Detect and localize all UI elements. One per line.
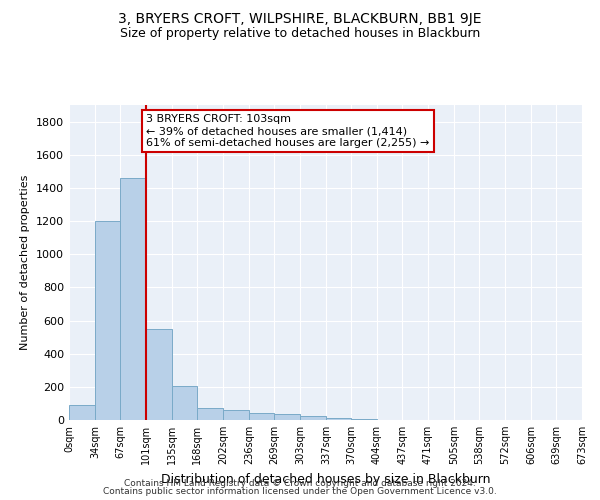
Text: Size of property relative to detached houses in Blackburn: Size of property relative to detached ho…: [120, 28, 480, 40]
Text: 3, BRYERS CROFT, WILPSHIRE, BLACKBURN, BB1 9JE: 3, BRYERS CROFT, WILPSHIRE, BLACKBURN, B…: [118, 12, 482, 26]
Y-axis label: Number of detached properties: Number of detached properties: [20, 175, 31, 350]
Text: 3 BRYERS CROFT: 103sqm
← 39% of detached houses are smaller (1,414)
61% of semi-: 3 BRYERS CROFT: 103sqm ← 39% of detached…: [146, 114, 430, 148]
Bar: [300, 416, 326, 420]
Bar: [249, 412, 274, 420]
Bar: [172, 386, 197, 420]
Text: Contains public sector information licensed under the Open Government Licence v3: Contains public sector information licen…: [103, 487, 497, 496]
Bar: [146, 329, 172, 420]
Bar: [120, 178, 146, 420]
Bar: [274, 414, 300, 420]
X-axis label: Distribution of detached houses by size in Blackburn: Distribution of detached houses by size …: [161, 472, 490, 486]
Bar: [223, 410, 249, 420]
Bar: [326, 418, 351, 420]
Text: Contains HM Land Registry data © Crown copyright and database right 2024.: Contains HM Land Registry data © Crown c…: [124, 478, 476, 488]
Bar: [351, 419, 377, 420]
Bar: [95, 221, 120, 420]
Bar: [69, 405, 95, 420]
Bar: [197, 408, 223, 420]
